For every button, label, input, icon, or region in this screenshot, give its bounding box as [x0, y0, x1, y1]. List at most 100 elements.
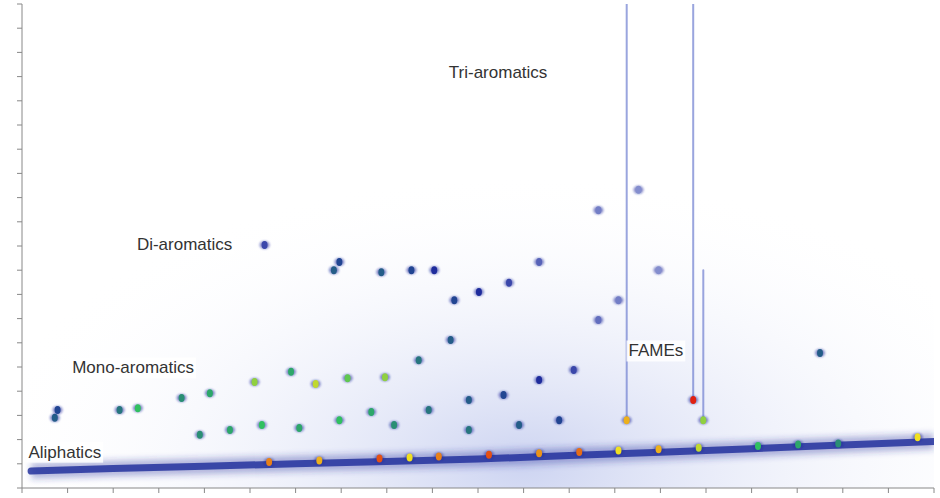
peak	[622, 416, 632, 424]
peak-core	[516, 421, 522, 429]
peak	[474, 288, 484, 296]
peak	[195, 431, 205, 439]
peak	[429, 266, 439, 274]
peak-core	[288, 368, 294, 376]
peak-core	[296, 424, 302, 432]
annotation-bg	[26, 442, 103, 463]
peak-core	[336, 416, 342, 424]
peak-halo	[329, 266, 339, 274]
peak-halo	[622, 416, 632, 424]
peak-core	[656, 445, 662, 453]
peak-core	[431, 266, 437, 274]
peak-core	[835, 439, 841, 447]
annotation: FAMEs	[626, 340, 685, 361]
peak-core	[436, 453, 442, 461]
x-tick	[386, 488, 387, 493]
annotation: Tri-aromatics	[447, 62, 550, 83]
peak-halo	[250, 378, 260, 386]
peak	[654, 266, 664, 274]
peak-halo	[753, 442, 763, 450]
peak	[449, 296, 459, 304]
peak	[574, 448, 584, 456]
peak-halo	[311, 380, 321, 388]
x-tick	[797, 488, 798, 493]
peak-halo	[833, 439, 843, 447]
peak-core	[536, 258, 542, 266]
peak-halo	[913, 433, 923, 441]
peak	[334, 258, 344, 266]
fame-streak	[627, 4, 704, 420]
x-tick	[67, 488, 68, 493]
peak	[464, 426, 474, 434]
peak	[514, 421, 524, 429]
peak-core	[207, 389, 213, 397]
x-tick	[250, 488, 251, 493]
peak-core	[576, 448, 582, 456]
peak-halo	[688, 396, 698, 404]
annotation-text: Tri-aromatics	[449, 63, 548, 82]
peak	[593, 206, 603, 214]
x-tick	[341, 488, 342, 493]
peak	[688, 396, 698, 404]
peak	[329, 266, 339, 274]
y-tick	[17, 367, 22, 368]
peak-core	[345, 374, 351, 382]
peak	[446, 336, 456, 344]
peak-core	[336, 258, 342, 266]
annotation-bg	[447, 62, 550, 83]
peak-halo	[294, 424, 304, 432]
annotation-bg	[70, 357, 196, 378]
peak-halo	[177, 394, 187, 402]
peak-halo	[405, 454, 415, 462]
peak	[375, 454, 385, 462]
peak-halo	[634, 186, 644, 194]
peak	[257, 421, 267, 429]
x-tick	[614, 488, 615, 493]
peak-core	[382, 373, 388, 381]
peak-core	[451, 296, 457, 304]
peak-halo	[569, 366, 579, 374]
peak-halo	[464, 426, 474, 434]
peak	[205, 389, 215, 397]
peak	[698, 416, 708, 424]
peak	[314, 456, 324, 464]
peak-core	[817, 349, 823, 357]
peak-halo	[434, 453, 444, 461]
peak-core	[486, 451, 492, 459]
peak-core	[615, 446, 621, 454]
y-tick	[17, 173, 22, 174]
peak	[405, 454, 415, 462]
peak-core	[266, 458, 272, 466]
peak	[294, 424, 304, 432]
peak-core	[506, 279, 512, 287]
peak	[613, 446, 623, 454]
peak-core	[466, 396, 472, 404]
peak-core	[595, 316, 601, 324]
peak-halo	[133, 404, 143, 412]
x-tick	[204, 488, 205, 493]
peak	[484, 451, 494, 459]
peak-core	[377, 454, 383, 462]
peak-core	[407, 454, 413, 462]
peak-halo	[115, 406, 125, 414]
y-tick	[17, 76, 22, 77]
peak-halo	[334, 258, 344, 266]
x-tick	[158, 488, 159, 493]
peak	[376, 268, 386, 276]
y-tick	[17, 125, 22, 126]
y-tick	[17, 391, 22, 392]
y-tick	[17, 149, 22, 150]
peak-core	[696, 444, 702, 452]
peak-halo	[195, 431, 205, 439]
peak-halo	[50, 414, 60, 422]
peak-halo	[504, 279, 514, 287]
peak	[793, 440, 803, 448]
peak-halo	[225, 426, 235, 434]
peak	[534, 376, 544, 384]
peak-core	[571, 366, 577, 374]
peak-halo	[375, 454, 385, 462]
peak-halo	[446, 336, 456, 344]
peak-core	[52, 414, 58, 422]
peak	[343, 374, 353, 382]
x-tick	[113, 488, 114, 493]
